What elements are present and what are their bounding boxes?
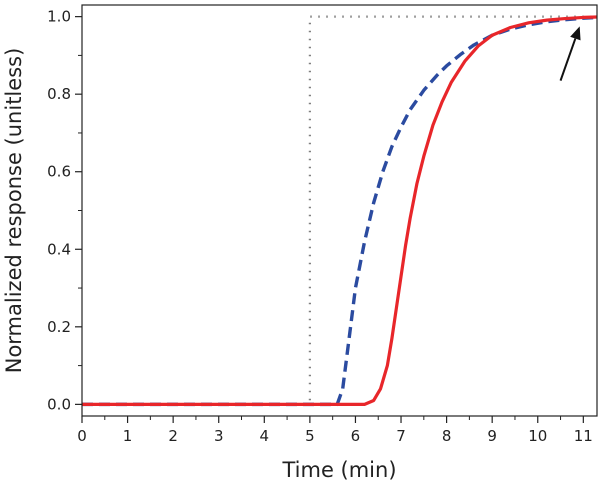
x-tick-label: 9 [487,427,497,445]
x-tick-label: 6 [351,427,361,445]
y-axis: 0.0 0.2 0.4 0.6 0.8 1.0 [47,8,82,413]
x-tick-label: 11 [574,427,593,445]
y-tick-label: 0.6 [47,163,71,181]
y-tick-label: 0.8 [47,85,71,103]
x-tick-label: 2 [168,427,178,445]
annotation-arrow-head [570,26,581,41]
x-tick-label: 5 [305,427,315,445]
x-tick-label: 4 [260,427,270,445]
y-axis-label: Normalized response (unitless) [2,48,26,374]
annotation-arrow-shaft [559,38,577,81]
y-tick-label: 0.4 [47,240,71,258]
series-line-solid [82,15,597,406]
x-tick-label: 1 [123,427,133,445]
x-tick-label: 7 [396,427,406,445]
x-tick-label: 8 [442,427,452,445]
x-axis: 0 1 2 3 4 5 6 7 8 9 10 11 [77,416,593,445]
y-tick-label: 0.0 [47,395,71,413]
y-tick-label: 0.2 [47,318,71,336]
plot-frame [81,4,598,417]
x-axis-label: Time (min) [281,458,396,482]
x-tick-label: 0 [77,427,87,445]
y-tick-label: 1.0 [47,8,71,26]
series-line-dotted [82,15,597,406]
x-tick-label: 3 [214,427,224,445]
x-tick-label: 10 [528,427,547,445]
series-layer [82,15,597,407]
series-line-dashed [82,15,597,407]
annotation-layer [559,26,581,81]
